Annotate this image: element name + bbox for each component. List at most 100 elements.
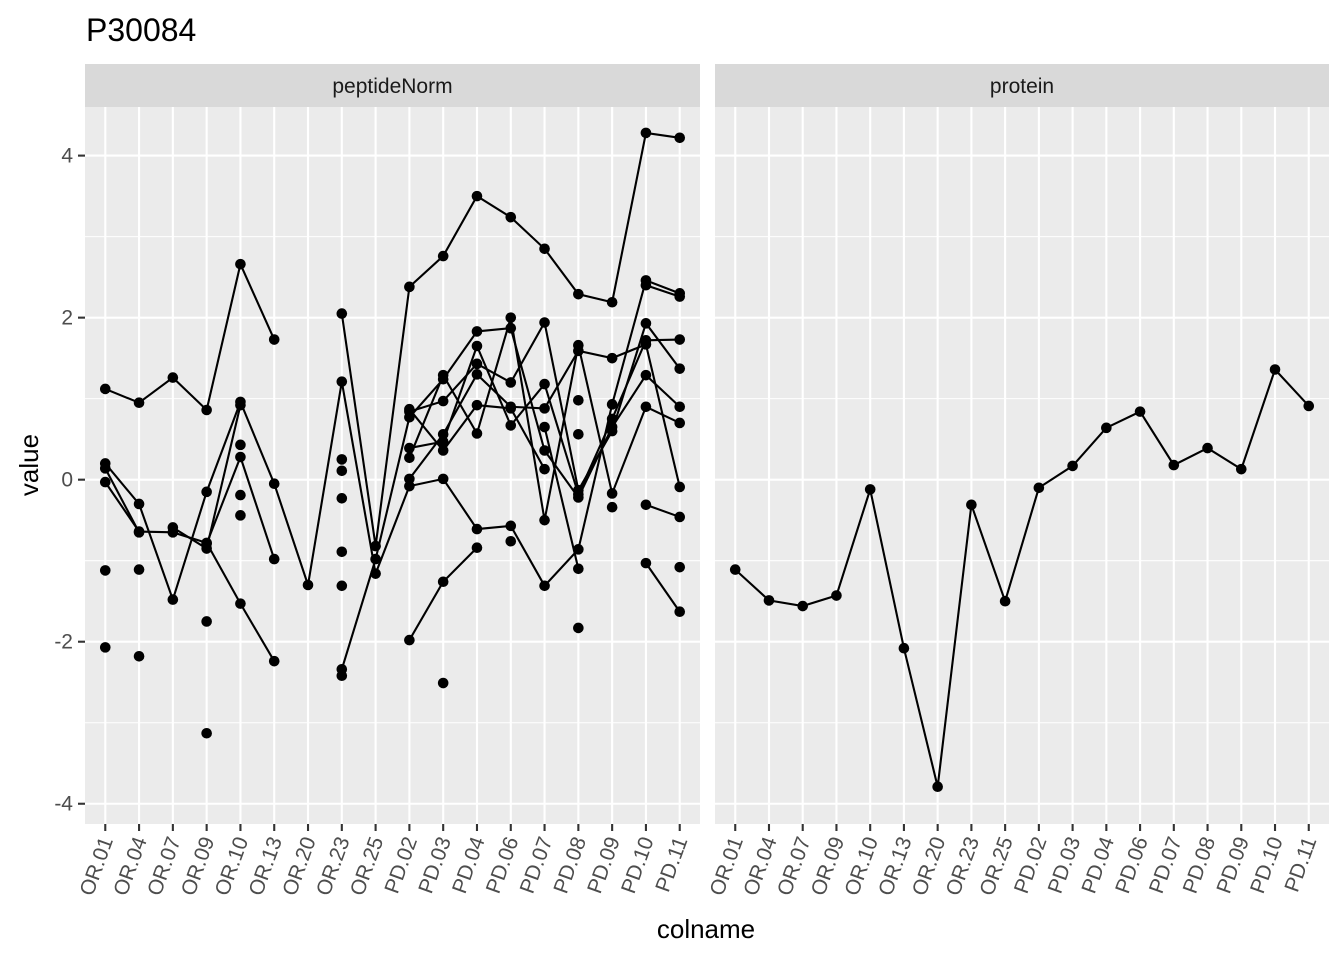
data-point — [235, 510, 246, 521]
series-line — [543, 426, 580, 570]
data-point — [674, 334, 686, 345]
series-line — [104, 278, 681, 603]
data-point — [471, 399, 483, 411]
data-point — [505, 377, 517, 388]
data-point — [539, 421, 550, 433]
data-point — [640, 127, 652, 139]
data-point — [437, 436, 449, 447]
data-point — [133, 498, 145, 510]
data-point — [606, 413, 618, 425]
data-point — [640, 499, 652, 511]
data-point — [640, 318, 652, 329]
data-point — [235, 451, 246, 463]
data-point — [336, 670, 348, 682]
points-peptidenorm — [99, 127, 686, 739]
data-point — [539, 514, 550, 526]
panel-protein — [715, 107, 1329, 824]
data-point — [268, 655, 280, 667]
data-point — [404, 403, 415, 415]
data-point — [606, 501, 618, 513]
data-point — [640, 369, 652, 381]
data-point — [268, 334, 280, 345]
data-point — [404, 452, 415, 464]
data-point — [336, 376, 348, 387]
data-point — [336, 454, 348, 465]
series-line — [734, 367, 1310, 787]
data-point — [831, 590, 842, 601]
data-point — [235, 439, 246, 451]
data-point — [336, 546, 348, 558]
data-point — [235, 258, 246, 270]
facet-peptidenorm: peptideNorm OR.01OR.04OR.07OR.09OR.10OR.… — [76, 64, 700, 899]
data-point — [404, 473, 415, 485]
data-point — [1168, 459, 1180, 471]
data-point — [336, 308, 348, 319]
data-point — [505, 322, 517, 334]
data-point — [573, 339, 584, 351]
data-point — [573, 429, 584, 440]
data-point — [797, 600, 809, 612]
data-point — [336, 465, 348, 477]
data-point — [932, 781, 943, 793]
data-point — [674, 401, 686, 413]
y-tick-label: 2 — [61, 307, 73, 330]
data-point — [573, 394, 584, 406]
data-point — [505, 211, 517, 223]
data-point — [99, 383, 111, 395]
data-point — [505, 420, 517, 431]
data-point — [437, 250, 449, 262]
data-point — [674, 606, 686, 618]
data-point — [573, 288, 584, 300]
x-axis-title: colname — [657, 914, 755, 944]
data-point — [1269, 364, 1281, 375]
data-point — [471, 369, 483, 380]
series-line — [104, 467, 140, 533]
y-axis: -4 -2 0 2 4 — [54, 145, 85, 816]
data-point — [606, 425, 618, 437]
data-point — [370, 540, 381, 552]
data-point — [505, 535, 517, 547]
data-point — [99, 642, 111, 653]
data-point — [539, 378, 550, 390]
data-point — [640, 557, 652, 569]
data-point — [674, 481, 686, 493]
data-point — [99, 565, 111, 576]
data-point — [539, 317, 550, 328]
data-point — [437, 576, 449, 588]
data-point — [539, 403, 550, 414]
data-point — [729, 564, 741, 575]
data-point — [539, 243, 550, 255]
data-point — [606, 488, 618, 499]
y-tick-label: 4 — [61, 145, 73, 168]
facet-protein: protein OR.01OR.04OR.07OR.09OR.10OR.13OR… — [706, 64, 1329, 899]
data-point — [763, 595, 775, 606]
data-point — [404, 442, 415, 454]
data-point — [437, 473, 449, 485]
data-point — [674, 561, 686, 573]
facet-label-peptidenorm: peptideNorm — [332, 75, 452, 98]
data-point — [133, 397, 145, 409]
y-axis-title: value — [14, 434, 44, 496]
y-tick-label: -4 — [54, 793, 73, 816]
data-point — [268, 553, 280, 565]
data-point — [1101, 422, 1112, 434]
data-point — [471, 523, 483, 535]
data-point — [539, 580, 550, 592]
data-point — [674, 291, 686, 302]
data-point — [1033, 482, 1045, 494]
facet-label-protein: protein — [990, 75, 1054, 98]
data-point — [606, 296, 618, 308]
data-point — [201, 538, 212, 549]
data-point — [471, 190, 483, 202]
data-point — [471, 358, 483, 370]
data-point — [471, 326, 483, 337]
data-point — [505, 312, 517, 323]
data-point — [167, 522, 179, 533]
data-point — [437, 445, 449, 456]
x-axis-peptidenorm: OR.01OR.04OR.07OR.09OR.10OR.13OR.20OR.23… — [76, 824, 692, 899]
data-point — [606, 399, 618, 410]
series-line — [645, 562, 681, 613]
data-point — [437, 395, 449, 407]
data-point — [201, 616, 212, 627]
data-point — [640, 401, 652, 413]
